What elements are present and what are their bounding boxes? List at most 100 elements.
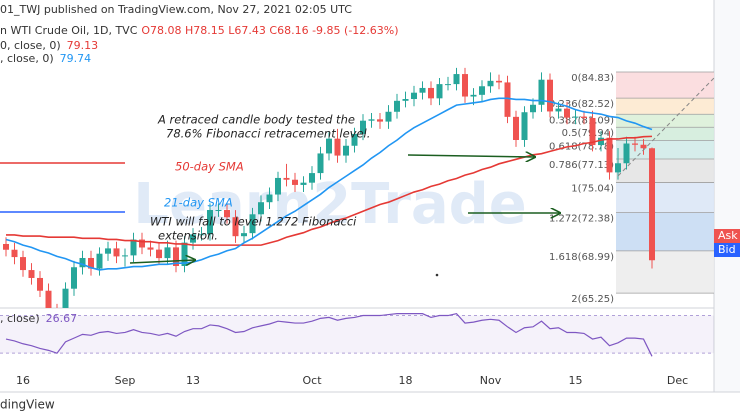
candle-body: [122, 255, 128, 257]
candle-body: [309, 173, 315, 183]
candle-body: [275, 177, 281, 195]
candle-body: [589, 117, 596, 146]
candle-body: [445, 84, 451, 86]
fib-band: [616, 158, 714, 183]
candle-body: [402, 99, 409, 101]
legend-name: 0, close, 0): [0, 39, 61, 52]
candle-body: [96, 253, 103, 269]
fib-band: [616, 72, 714, 99]
candle-body: [326, 138, 332, 154]
legend-name: , close, 0): [0, 52, 54, 65]
fib-band: [616, 98, 714, 115]
fib-label: 1.272(72.38): [549, 214, 614, 225]
candle-body: [428, 87, 434, 99]
fib-label: 0(84.83): [571, 73, 614, 84]
candle-body: [564, 108, 570, 118]
candle-body: [538, 79, 545, 105]
candle-body: [3, 243, 9, 250]
fib-band: [616, 250, 714, 294]
bid-box: [714, 243, 740, 257]
candle-body: [530, 104, 536, 113]
candle-body: [479, 86, 485, 95]
x-tick-label: Oct: [302, 374, 322, 387]
candle-body: [419, 87, 426, 93]
fib-band: [616, 114, 714, 128]
candle-body: [572, 116, 579, 118]
annotation: A retraced candle body tested the: [157, 113, 355, 127]
x-tick-label: 18: [399, 374, 413, 387]
fib-label: 0.786(77.13): [549, 160, 614, 171]
annotation: 50-day SMA: [175, 160, 244, 174]
candle-body: [640, 144, 647, 149]
candle-body: [266, 194, 273, 203]
candle-body: [300, 182, 307, 185]
candle-body: [623, 143, 630, 164]
candle-body: [139, 239, 145, 248]
candle-body: [224, 210, 230, 218]
symbol: n WTI Crude Oil, 1D, TVC: [0, 24, 138, 37]
arrow: [129, 260, 195, 263]
annotation: 21-day SMA: [164, 196, 233, 210]
candle-body: [105, 248, 111, 254]
candle-body: [198, 234, 205, 236]
candle-body: [258, 202, 264, 215]
fib-band: [616, 212, 714, 251]
candle-body: [181, 242, 188, 266]
candle-body: [283, 177, 290, 180]
fib-label: 1.618(68.99): [549, 252, 614, 263]
candle-body: [62, 288, 69, 308]
candle-body: [513, 116, 519, 140]
candle-body: [411, 92, 417, 100]
candle-body: [470, 94, 477, 97]
candle-body: [343, 145, 349, 156]
fib-label: 2(65.25): [571, 294, 614, 305]
candle-body: [147, 247, 154, 250]
annotation: WTI will fall to level 1.272 Fibonacci: [150, 215, 357, 229]
candle-body: [394, 100, 400, 112]
ask-label: Ask: [718, 229, 738, 242]
candle-body: [20, 257, 26, 271]
candle-body: [317, 153, 324, 174]
dot: [435, 273, 439, 277]
candle-body: [11, 249, 18, 258]
annotation: 78.6% Fibonacci retracement level.: [166, 127, 370, 141]
rsi-legend: , close) 26.67: [0, 312, 77, 325]
legend-value: 79.13: [67, 39, 99, 52]
candle-body: [156, 249, 162, 259]
bid-label: Bid: [718, 243, 736, 256]
candle-body: [521, 112, 528, 140]
published-line: 01_TWJ published on TradingView.com, Nov…: [0, 3, 352, 16]
candle-body: [28, 270, 35, 278]
candle-body: [215, 210, 222, 211]
candle-body: [79, 257, 86, 268]
annotation: extension.: [158, 229, 218, 243]
candle-body: [88, 257, 94, 269]
fib-label: 0.382(81.09): [549, 115, 614, 126]
rsi-line: [5, 312, 653, 357]
price-axis: [714, 0, 740, 392]
ohlc: O78.08 H78.15 L67.43 C68.16 -9.85 (-12.6…: [141, 24, 398, 37]
candle-body: [190, 234, 196, 243]
candle-body: [292, 179, 298, 185]
fib-label: 0.5(79.94): [562, 128, 614, 139]
candle-body: [598, 137, 604, 146]
x-tick-label: 13: [186, 374, 200, 387]
x-tick-label: 15: [569, 374, 583, 387]
candle-body: [130, 239, 137, 256]
candle-body: [334, 138, 341, 156]
candle-body: [232, 217, 239, 237]
candle-body: [581, 116, 587, 118]
candle-body: [351, 133, 358, 146]
candle-body: [241, 233, 247, 237]
candle-body: [173, 247, 179, 266]
candle-body: [496, 80, 502, 83]
fib-band: [616, 182, 714, 213]
fib-label: 0.236(82.52): [549, 99, 614, 110]
sma-line: [5, 97, 653, 271]
candle-body: [615, 163, 621, 173]
candle-body: [164, 247, 171, 259]
footer: dingView: [0, 398, 55, 412]
candle-body: [649, 148, 655, 261]
